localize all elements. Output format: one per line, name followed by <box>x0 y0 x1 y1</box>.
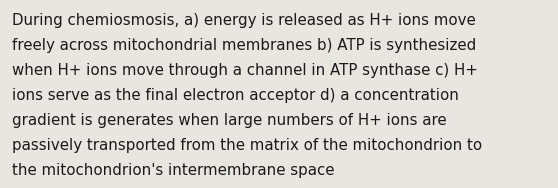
Text: ions serve as the final electron acceptor d) a concentration: ions serve as the final electron accepto… <box>12 88 459 103</box>
Text: the mitochondrion's intermembrane space: the mitochondrion's intermembrane space <box>12 163 335 178</box>
Text: During chemiosmosis, a) energy is released as H+ ions move: During chemiosmosis, a) energy is releas… <box>12 13 476 28</box>
Text: freely across mitochondrial membranes b) ATP is synthesized: freely across mitochondrial membranes b)… <box>12 38 477 53</box>
Text: gradient is generates when large numbers of H+ ions are: gradient is generates when large numbers… <box>12 113 447 128</box>
Text: passively transported from the matrix of the mitochondrion to: passively transported from the matrix of… <box>12 138 483 153</box>
Text: when H+ ions move through a channel in ATP synthase c) H+: when H+ ions move through a channel in A… <box>12 63 478 78</box>
